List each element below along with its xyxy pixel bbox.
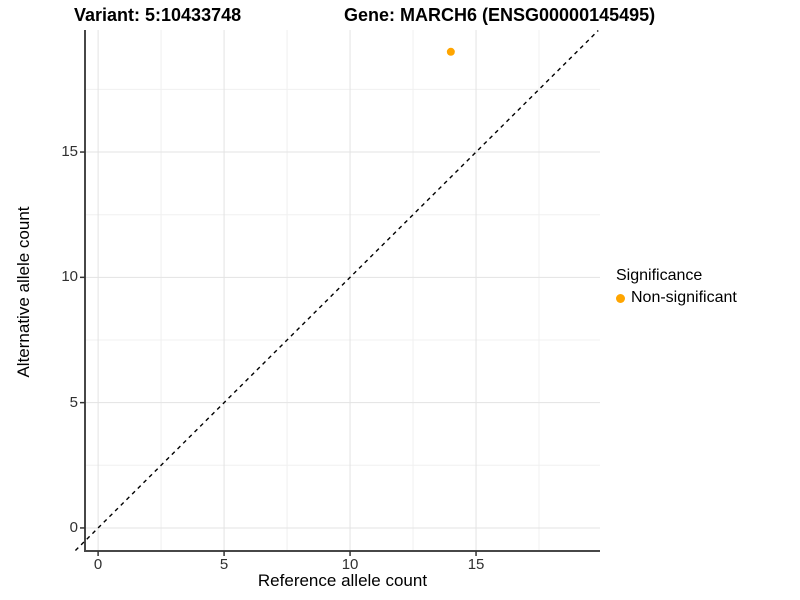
legend: Significance Non-significant xyxy=(616,266,737,307)
y-axis-title: Alternative allele count xyxy=(14,206,33,378)
x-tick-label: 10 xyxy=(341,556,359,573)
identity-reference-line xyxy=(74,30,599,551)
y-tick-label: 5 xyxy=(69,393,78,411)
plot-title-gene: Gene: MARCH6 (ENSG00000145495) xyxy=(344,5,656,25)
plot-title-variant: Variant: 5:10433748 xyxy=(74,5,242,25)
legend-title: Significance xyxy=(616,267,703,284)
y-tick-label: 15 xyxy=(61,143,78,161)
legend-point-icon xyxy=(616,293,625,303)
x-axis-title: Reference allele count xyxy=(257,571,428,590)
legend-item-label: Non-significant xyxy=(631,289,737,306)
x-tick-label: 15 xyxy=(467,556,485,573)
y-tick-label: 10 xyxy=(61,268,78,286)
legend-item-non-significant: Non-significant xyxy=(616,289,737,307)
x-tick-label: 5 xyxy=(219,556,229,573)
data-point xyxy=(446,47,455,56)
x-tick-label: 0 xyxy=(93,556,103,573)
y-tick-label: 0 xyxy=(69,518,78,536)
